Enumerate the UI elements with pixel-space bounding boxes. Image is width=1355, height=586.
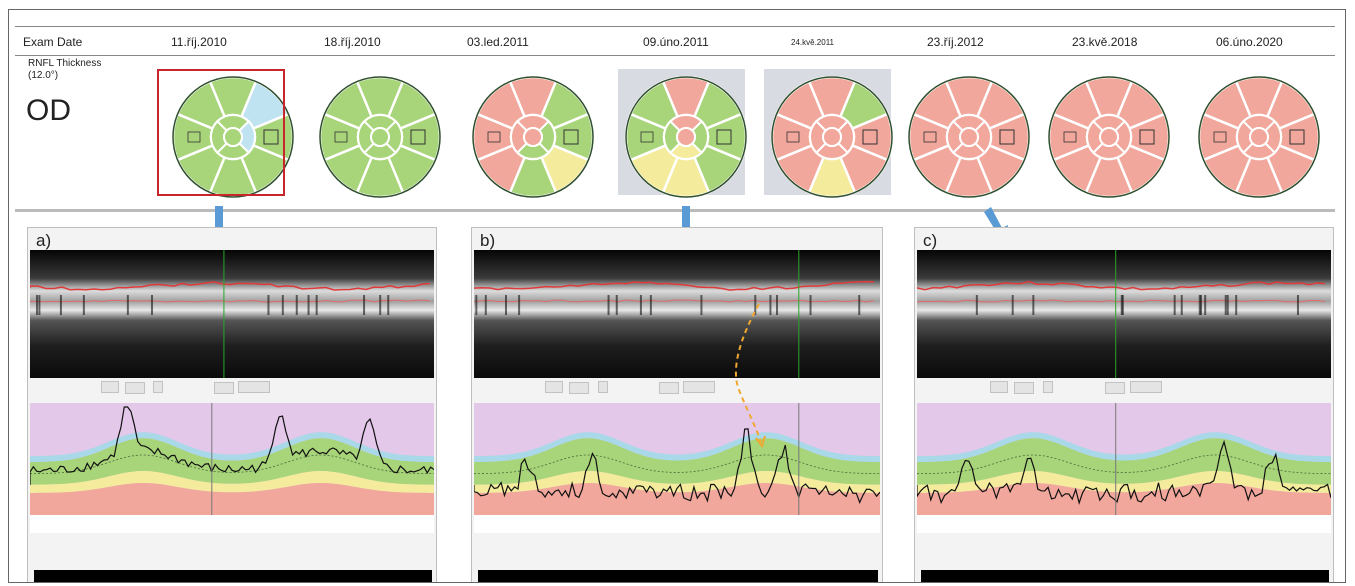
disc-outline [1048, 76, 1170, 198]
exam-panel-b: b) [471, 227, 883, 582]
selected-exam-highlight [157, 69, 285, 196]
exam-date-7: 23.kvě.2018 [1072, 35, 1138, 49]
disc-highlight-box [563, 129, 579, 145]
comparison-figure: Exam Date 11.říj.2010 18.říj.2010 03.led… [8, 9, 1346, 583]
disc-highlight-box [334, 131, 348, 143]
disc-highlight-box [923, 131, 937, 143]
disc-highlight-box [1289, 129, 1305, 145]
disc-center [523, 127, 543, 147]
viewer-control[interactable] [238, 381, 271, 393]
disc-outline [625, 76, 747, 198]
viewer-control[interactable] [1043, 381, 1054, 393]
viewer-control[interactable] [213, 382, 234, 394]
disc-outline [908, 76, 1030, 198]
exam-date-5: 24.kvě.2011 [791, 38, 834, 47]
panel-label: a) [36, 231, 52, 250]
exam-date-label: Exam Date [23, 35, 83, 49]
disc-center [1249, 127, 1269, 147]
exam-date-8: 06.úno.2020 [1216, 35, 1283, 49]
viewer-control[interactable] [124, 382, 145, 394]
oct-scan-image [30, 250, 434, 378]
disc-outline [771, 76, 893, 198]
disc-outline [319, 76, 441, 198]
status-bar [921, 570, 1329, 582]
viewer-control[interactable] [658, 382, 679, 394]
viewer-control[interactable] [1014, 382, 1035, 394]
rnfl-label: RNFL Thickness (12.0°) [28, 58, 102, 81]
disc-center [822, 127, 842, 147]
viewer-control[interactable] [153, 381, 164, 393]
disc-highlight-box [999, 129, 1015, 145]
tsnit-thickness-graph [30, 403, 434, 533]
disc-highlight-box [786, 131, 800, 143]
rnfl-disc-6[interactable] [904, 72, 1034, 202]
eye-label: OD [26, 94, 71, 127]
disc-outline [1198, 76, 1320, 198]
disc-center [223, 127, 243, 147]
disc-highlight-box [1213, 131, 1227, 143]
rnfl-disc-4[interactable] [621, 72, 751, 202]
disc-outline [472, 76, 594, 198]
exam-date-6: 23.říj.2012 [927, 35, 984, 49]
viewer-control[interactable] [683, 381, 716, 393]
exam-date-4: 09.úno.2011 [643, 35, 709, 49]
rnfl-disc-5[interactable] [767, 72, 897, 202]
exam-date-3: 03.led.2011 [467, 35, 529, 49]
viewer-control[interactable] [545, 381, 564, 393]
status-bar [34, 570, 432, 582]
disc-highlight-box [187, 131, 201, 143]
viewer-control[interactable] [1105, 382, 1126, 394]
rnfl-disc-7[interactable] [1044, 72, 1174, 202]
rnfl-disc-2[interactable] [315, 72, 445, 202]
disc-highlight-box [263, 129, 279, 145]
viewer-control[interactable] [989, 381, 1008, 393]
disc-center [676, 127, 696, 147]
exam-date-2: 18.říj.2010 [324, 35, 381, 49]
header-top-rule [15, 26, 1335, 27]
panel-label: b) [480, 231, 496, 250]
oct-scan-image [917, 250, 1331, 378]
trace-arrow [735, 303, 766, 449]
exam-panel-a: a) [27, 227, 437, 582]
status-bar [478, 570, 878, 582]
viewer-control[interactable] [569, 382, 590, 394]
rnfl-disc-8[interactable] [1194, 72, 1324, 202]
tsnit-thickness-graph [917, 403, 1331, 533]
disc-outline [172, 76, 294, 198]
rnfl-disc-3[interactable] [468, 72, 598, 202]
oct-scan-image [474, 250, 880, 378]
viewer-control[interactable] [597, 381, 608, 393]
header-bottom-rule [15, 55, 1335, 56]
disc-center [959, 127, 979, 147]
exam-date-1: 11.říj.2010 [171, 35, 227, 49]
disc-highlight-box [487, 131, 501, 143]
disc-highlight-box [716, 129, 732, 145]
panel-label: c) [923, 231, 938, 250]
tsnit-thickness-graph [474, 403, 880, 533]
section-separator [15, 209, 1335, 212]
viewer-control[interactable] [1130, 381, 1163, 393]
viewer-control[interactable] [100, 381, 119, 393]
disc-highlight-box [1063, 131, 1077, 143]
disc-highlight-box [640, 131, 654, 143]
exam-panel-c: c) [914, 227, 1334, 582]
disc-highlight-box [862, 129, 878, 145]
disc-highlight-box [410, 129, 426, 145]
disc-highlight-box [1139, 129, 1155, 145]
disc-center [370, 127, 390, 147]
disc-center [1099, 127, 1119, 147]
